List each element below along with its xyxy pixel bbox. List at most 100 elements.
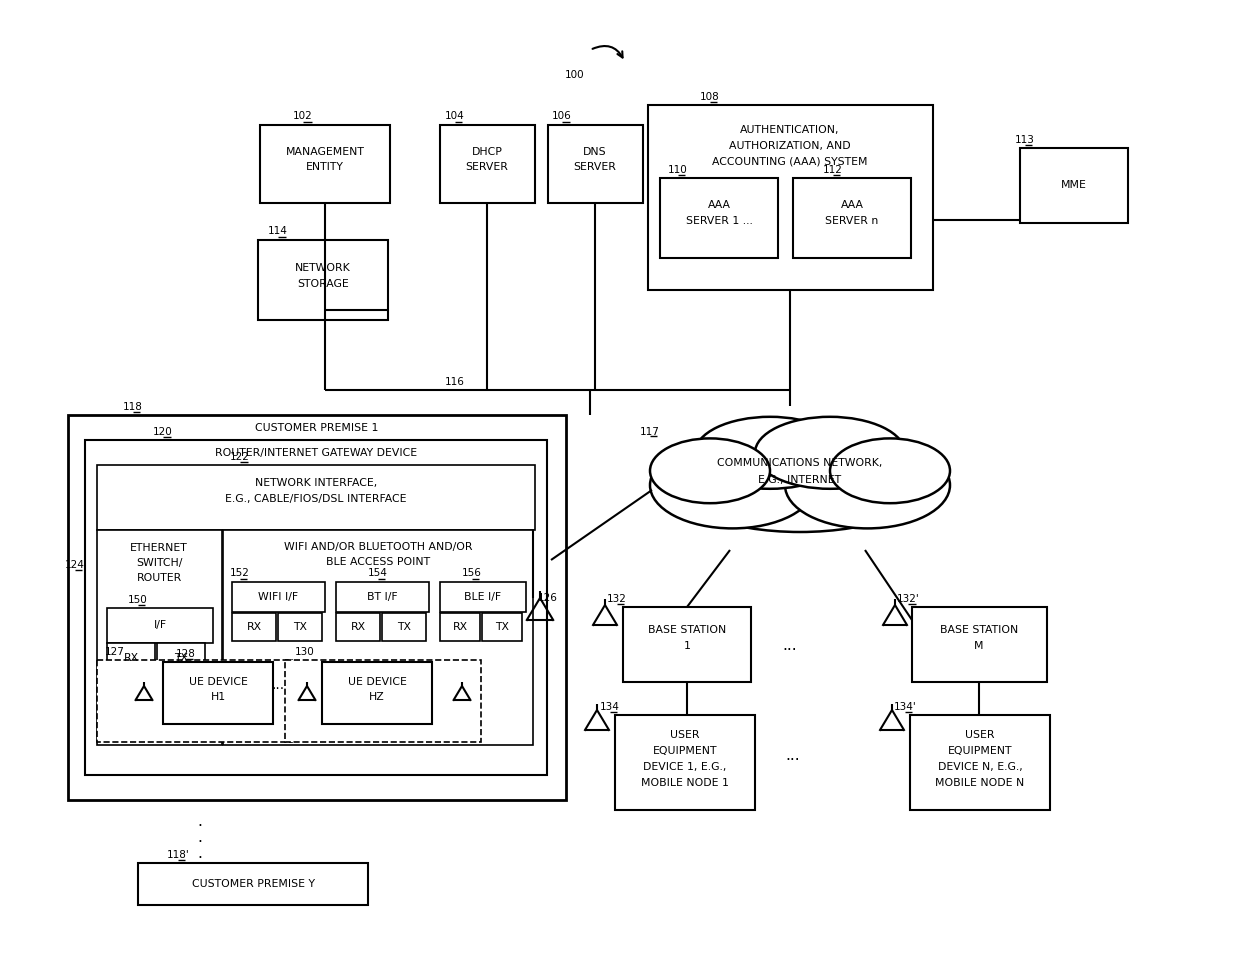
Text: 114: 114 bbox=[268, 226, 288, 236]
Bar bbox=[622, 607, 751, 682]
Text: BLE I/F: BLE I/F bbox=[465, 592, 501, 602]
Text: RX: RX bbox=[351, 622, 366, 632]
Bar bbox=[649, 105, 932, 290]
Text: 150: 150 bbox=[128, 595, 148, 605]
Text: BASE STATION: BASE STATION bbox=[647, 625, 727, 635]
Bar bbox=[86, 440, 547, 775]
Ellipse shape bbox=[650, 442, 815, 528]
Text: SERVER 1 ...: SERVER 1 ... bbox=[686, 216, 753, 226]
Bar bbox=[482, 613, 522, 641]
Bar bbox=[258, 240, 388, 320]
Text: 102: 102 bbox=[293, 111, 312, 121]
Bar bbox=[440, 125, 534, 203]
Text: ACCOUNTING (AAA) SYSTEM: ACCOUNTING (AAA) SYSTEM bbox=[712, 157, 868, 167]
Text: NETWORK INTERFACE,: NETWORK INTERFACE, bbox=[255, 478, 377, 488]
Text: .: . bbox=[197, 830, 202, 846]
Bar bbox=[232, 582, 325, 612]
Text: USER: USER bbox=[671, 730, 699, 740]
Text: DEVICE 1, E.G.,: DEVICE 1, E.G., bbox=[644, 762, 727, 772]
Text: AAA: AAA bbox=[708, 200, 730, 210]
Bar bbox=[162, 662, 273, 724]
Bar bbox=[794, 178, 911, 258]
Text: CUSTOMER PREMISE Y: CUSTOMER PREMISE Y bbox=[191, 879, 315, 889]
Text: UE DEVICE: UE DEVICE bbox=[347, 677, 407, 687]
Text: E.G., INTERNET: E.G., INTERNET bbox=[759, 475, 842, 485]
Text: WIFI I/F: WIFI I/F bbox=[258, 592, 298, 602]
Text: STORAGE: STORAGE bbox=[298, 279, 348, 289]
Text: 124: 124 bbox=[64, 560, 84, 570]
Bar bbox=[548, 125, 644, 203]
Text: 116: 116 bbox=[445, 377, 465, 387]
Text: 113: 113 bbox=[1016, 135, 1035, 145]
Text: RX: RX bbox=[247, 622, 262, 632]
Text: 134': 134' bbox=[894, 702, 916, 712]
Text: WIFI AND/OR BLUETOOTH AND/OR: WIFI AND/OR BLUETOOTH AND/OR bbox=[284, 542, 472, 552]
Text: ...: ... bbox=[272, 678, 284, 692]
Bar bbox=[223, 530, 533, 745]
Text: 106: 106 bbox=[552, 111, 572, 121]
Text: 1: 1 bbox=[683, 641, 691, 651]
Text: AUTHORIZATION, AND: AUTHORIZATION, AND bbox=[729, 141, 851, 151]
Text: CUSTOMER PREMISE 1: CUSTOMER PREMISE 1 bbox=[255, 423, 378, 433]
Text: 104: 104 bbox=[445, 111, 465, 121]
Text: UE DEVICE: UE DEVICE bbox=[188, 677, 248, 687]
Bar bbox=[157, 643, 205, 673]
Text: MOBILE NODE 1: MOBILE NODE 1 bbox=[641, 778, 729, 788]
Text: COMMUNICATIONS NETWORK,: COMMUNICATIONS NETWORK, bbox=[717, 458, 883, 468]
Text: 134: 134 bbox=[600, 702, 620, 712]
Bar bbox=[382, 613, 427, 641]
Text: 132': 132' bbox=[897, 594, 919, 604]
Text: ETHERNET: ETHERNET bbox=[130, 543, 188, 553]
Text: 132: 132 bbox=[608, 594, 627, 604]
Bar bbox=[138, 863, 368, 905]
Text: NETWORK: NETWORK bbox=[295, 263, 351, 273]
Text: ENTITY: ENTITY bbox=[306, 162, 343, 172]
Text: MME: MME bbox=[1061, 180, 1087, 190]
Text: EQUIPMENT: EQUIPMENT bbox=[947, 746, 1012, 756]
Text: M: M bbox=[975, 641, 983, 651]
Text: SERVER n: SERVER n bbox=[826, 216, 879, 226]
Text: ...: ... bbox=[782, 638, 797, 652]
Ellipse shape bbox=[665, 424, 935, 532]
Bar bbox=[322, 662, 432, 724]
Text: DEVICE N, E.G.,: DEVICE N, E.G., bbox=[937, 762, 1022, 772]
Bar bbox=[107, 643, 155, 673]
Bar bbox=[97, 660, 291, 742]
Text: 118': 118' bbox=[166, 850, 190, 860]
Text: 110: 110 bbox=[668, 165, 688, 175]
Text: 117: 117 bbox=[640, 427, 660, 437]
Text: E.G., CABLE/FIOS/DSL INTERFACE: E.G., CABLE/FIOS/DSL INTERFACE bbox=[226, 494, 407, 504]
Bar bbox=[97, 465, 534, 530]
Text: TX: TX bbox=[397, 622, 410, 632]
Bar bbox=[615, 715, 755, 810]
Ellipse shape bbox=[785, 442, 950, 528]
Text: SERVER: SERVER bbox=[465, 162, 508, 172]
Text: I/F: I/F bbox=[154, 620, 166, 630]
Bar bbox=[440, 613, 480, 641]
Text: 126: 126 bbox=[538, 593, 558, 603]
Text: AAA: AAA bbox=[841, 200, 863, 210]
Bar bbox=[285, 660, 481, 742]
Text: ROUTER: ROUTER bbox=[136, 573, 181, 583]
Bar bbox=[336, 582, 429, 612]
Text: TX: TX bbox=[174, 653, 188, 663]
Text: 120: 120 bbox=[153, 427, 172, 437]
Bar bbox=[911, 607, 1047, 682]
Text: TX: TX bbox=[293, 622, 308, 632]
Text: BLE ACCESS POINT: BLE ACCESS POINT bbox=[326, 557, 430, 567]
Text: 128: 128 bbox=[176, 649, 196, 659]
Ellipse shape bbox=[755, 417, 905, 489]
Bar bbox=[910, 715, 1050, 810]
Text: .: . bbox=[197, 814, 202, 830]
Bar bbox=[97, 530, 222, 745]
Text: TX: TX bbox=[495, 622, 508, 632]
Text: USER: USER bbox=[965, 730, 994, 740]
Text: RX: RX bbox=[453, 622, 467, 632]
Text: AUTHENTICATION,: AUTHENTICATION, bbox=[740, 125, 839, 135]
Text: 156: 156 bbox=[463, 568, 482, 578]
Text: H1: H1 bbox=[211, 692, 226, 702]
Text: BASE STATION: BASE STATION bbox=[940, 625, 1018, 635]
Text: 100: 100 bbox=[565, 70, 585, 80]
Text: BT I/F: BT I/F bbox=[367, 592, 397, 602]
Text: 122: 122 bbox=[231, 452, 250, 462]
